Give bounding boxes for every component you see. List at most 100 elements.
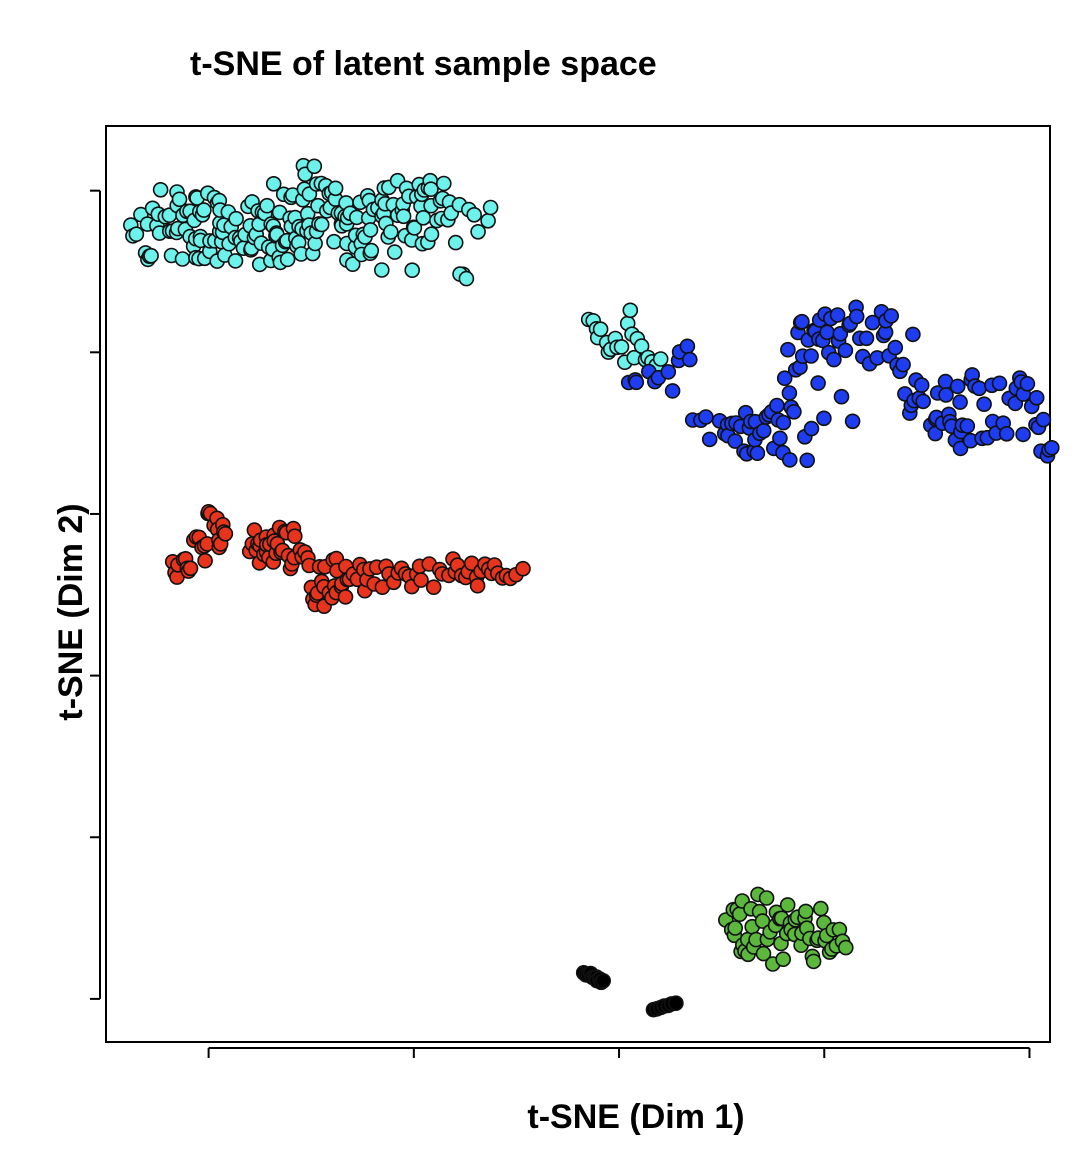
data-point [668,995,684,1012]
data-point [362,222,379,238]
data-point [469,577,486,594]
data-point [327,180,344,197]
scatter-points [123,157,1060,1018]
data-point [1015,426,1031,443]
data-point [344,256,361,273]
data-point [837,939,854,956]
data-point [991,375,1008,392]
data-point [423,181,439,197]
data-point [812,900,829,917]
data-point [143,247,159,264]
data-point [326,233,342,250]
data-point [395,208,412,225]
data-point [660,364,677,380]
data-point [949,378,966,395]
data-point [775,951,792,968]
data-point [435,175,452,192]
data-point [887,339,904,356]
data-point [938,387,954,403]
data-point [413,572,429,588]
data-point [833,388,850,405]
data-point [482,199,499,216]
data-point [480,213,496,229]
data-point [826,351,842,368]
data-point [259,197,275,214]
data-point [895,356,911,373]
data-point [197,552,213,569]
data-point [286,528,303,545]
data-point [622,302,639,319]
data-point [404,262,421,279]
data-point [755,945,772,962]
data-point [592,321,609,338]
data-point [1019,375,1036,392]
data-point [816,410,832,427]
data-point [279,251,296,268]
data-point [848,308,865,325]
data-point [217,525,234,542]
data-point [227,253,244,269]
data-point [755,422,772,439]
data-point [779,897,796,913]
x-axis-label: t-SNE (Dim 1) [527,1098,744,1136]
data-point [515,560,531,577]
data-point [998,425,1015,442]
data-point [913,377,930,393]
data-point [337,589,354,605]
data-point [423,226,440,242]
data-point [727,920,744,936]
y-axis [90,189,101,1000]
data-point [363,242,380,259]
data-point [883,308,900,324]
data-point [803,420,820,437]
data-point [858,330,875,347]
data-point [182,560,199,577]
data-point [406,220,423,236]
data-point [786,403,802,420]
data-point [458,270,475,287]
data-point [905,326,921,343]
data-point [952,394,968,410]
data-point [837,342,854,359]
data-point [613,339,630,355]
data-point [313,216,330,233]
data-point [829,307,846,323]
data-point [470,224,486,240]
data-point [810,375,826,391]
data-point [664,383,681,399]
data-point [174,251,191,267]
data-point [681,351,698,368]
y-axis-label: t-SNE (Dim 2) [52,503,90,720]
data-point [1044,439,1060,456]
data-point [799,452,816,469]
data-point [128,226,145,242]
data-point [959,418,976,434]
data-point [373,262,390,278]
data-point [425,579,442,596]
data-point [727,433,744,449]
data-point [844,413,861,430]
data-point [794,313,810,330]
data-point [171,191,188,208]
data-point [1035,411,1052,428]
data-point [915,393,932,410]
data-point [772,430,788,447]
data-point [386,244,403,260]
data-point [749,445,766,462]
data-point [595,972,612,989]
data-point [775,414,792,431]
plot-frame [105,125,1051,1043]
data-point [776,370,793,387]
data-point [758,890,775,906]
data-point [803,348,819,364]
data-point [152,182,169,198]
data-point [306,158,323,175]
data-point [797,903,814,920]
data-point [196,202,212,218]
data-point [466,207,483,223]
data-point [265,176,282,192]
data-point [628,374,645,391]
data-point [1028,389,1045,406]
x-axis [207,1047,1031,1058]
data-point [971,380,988,397]
